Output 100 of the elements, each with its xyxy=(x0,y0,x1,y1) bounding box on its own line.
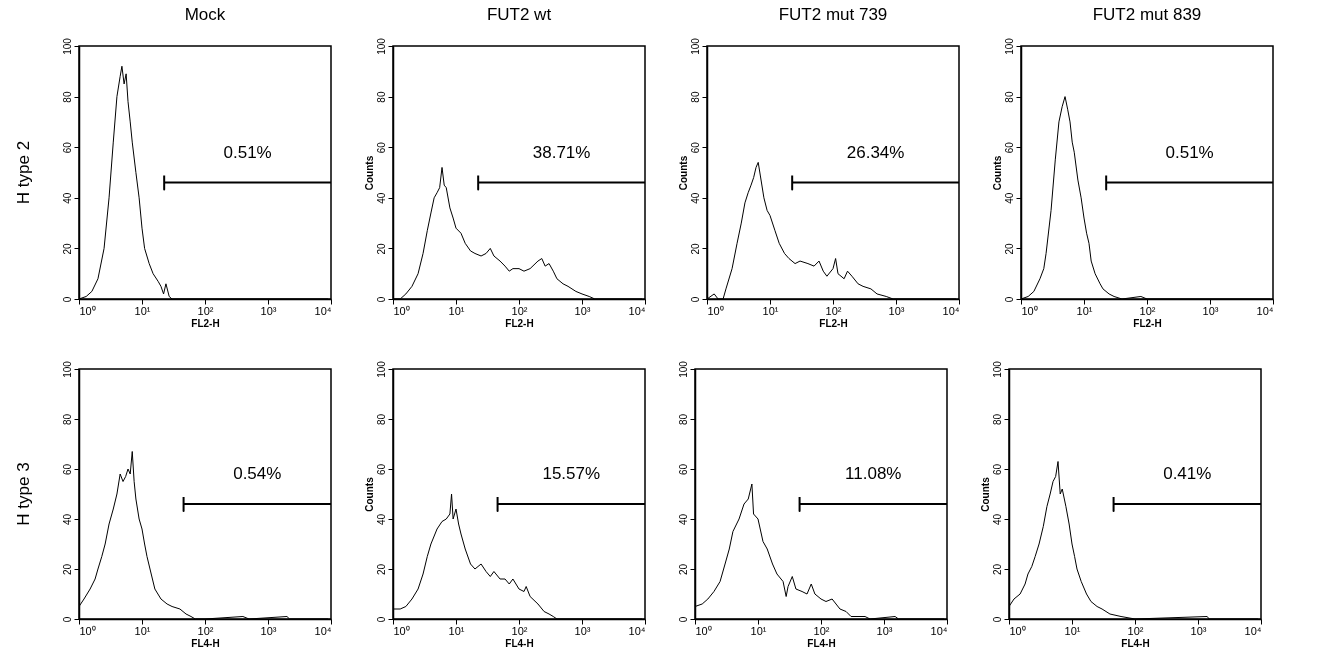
y-tick-label: 20 xyxy=(375,563,387,576)
y-tick-label: 40 xyxy=(61,513,73,526)
x-tick-label: 10¹ xyxy=(134,304,151,317)
x-tick-label: 10² xyxy=(511,624,528,637)
x-tick-label: 10² xyxy=(197,624,214,637)
y-tick-label: 20 xyxy=(1003,242,1015,255)
annotation: 0.41% xyxy=(1163,464,1212,483)
x-tick-label: 10¹ xyxy=(448,304,465,317)
x-tick-label: 10¹ xyxy=(762,304,779,317)
x-tick-label: 10⁴ xyxy=(942,304,960,317)
y-tick-label: 60 xyxy=(61,141,73,154)
x-tick-label: 10¹ xyxy=(750,624,767,637)
x-axis-title: FL4-H xyxy=(191,637,220,649)
annotation: 26.34% xyxy=(846,142,905,162)
y-tick-label: 100 xyxy=(61,360,73,378)
y-tick-label: 40 xyxy=(375,192,387,204)
x-tick-label: 10² xyxy=(1127,624,1144,637)
y-tick-label: 100 xyxy=(991,360,1003,378)
y-tick-label: 100 xyxy=(375,37,387,55)
x-tick-label: 10² xyxy=(197,304,214,317)
x-axis-title: FL2-H xyxy=(191,317,220,329)
y-tick-label: 40 xyxy=(375,513,387,526)
y-tick-label: 100 xyxy=(677,360,689,378)
y-tick-label: 100 xyxy=(61,37,73,55)
annotation: 0.54% xyxy=(233,464,282,483)
x-axis-title: FL4-H xyxy=(807,637,836,649)
y-axis-title: Counts xyxy=(991,155,1003,191)
x-tick-label: 10⁰ xyxy=(79,624,96,637)
y-tick-label: 20 xyxy=(689,242,701,255)
x-tick-label: 10⁰ xyxy=(707,304,724,317)
x-tick-label: 10³ xyxy=(1202,304,1219,317)
y-tick-label: 80 xyxy=(991,413,1003,426)
y-tick-label: 0 xyxy=(689,296,701,303)
y-tick-label: 60 xyxy=(1003,141,1015,154)
x-axis-title: FL2-H xyxy=(819,317,848,329)
x-tick-label: 10⁰ xyxy=(393,624,410,637)
y-tick-label: 60 xyxy=(991,463,1003,476)
text: H type 3 xyxy=(14,462,33,526)
y-tick-label: 100 xyxy=(689,37,701,55)
y-tick-label: 80 xyxy=(677,413,689,426)
x-axis-title: FL2-H xyxy=(505,317,534,329)
x-tick-label: 10⁴ xyxy=(930,624,948,637)
y-axis-title: Counts xyxy=(979,476,991,512)
y-tick-label: 0 xyxy=(375,616,387,623)
y-tick-label: 20 xyxy=(61,563,73,576)
x-tick-label: 10⁴ xyxy=(314,624,332,637)
x-tick-label: 10³ xyxy=(876,624,893,637)
x-tick-label: 10⁴ xyxy=(628,304,646,317)
x-tick-label: 10³ xyxy=(574,624,591,637)
y-tick-label: 40 xyxy=(61,192,73,204)
chart-title: FUT2 mut 839 xyxy=(1092,4,1202,24)
x-tick-label: 10³ xyxy=(888,304,905,317)
x-tick-label: 10⁰ xyxy=(1009,624,1026,637)
y-tick-label: 60 xyxy=(375,141,387,154)
y-tick-label: 60 xyxy=(61,463,73,476)
x-tick-label: 10² xyxy=(825,304,842,317)
x-axis-title: FL4-H xyxy=(505,637,534,649)
y-tick-label: 40 xyxy=(689,192,701,204)
x-axis-title: FL4-H xyxy=(1121,637,1150,649)
y-tick-label: 0 xyxy=(991,616,1003,623)
y-tick-label: 80 xyxy=(375,413,387,426)
x-tick-label: 10⁴ xyxy=(1256,304,1274,317)
x-tick-label: 10⁰ xyxy=(393,304,410,317)
x-tick-label: 10² xyxy=(1139,304,1156,317)
y-tick-label: 0 xyxy=(61,296,73,303)
x-tick-label: 10¹ xyxy=(448,624,465,637)
x-tick-label: 10³ xyxy=(260,624,277,637)
x-tick-label: 10³ xyxy=(260,304,277,317)
y-tick-label: 80 xyxy=(1003,91,1015,103)
chart-title: FUT2 mut 739 xyxy=(778,4,888,24)
y-tick-label: 100 xyxy=(375,360,387,378)
x-tick-label: 10³ xyxy=(574,304,591,317)
x-tick-label: 10¹ xyxy=(1064,624,1081,637)
y-axis-title: Counts xyxy=(363,155,375,191)
x-tick-label: 10⁴ xyxy=(628,624,646,637)
y-tick-label: 80 xyxy=(375,91,387,103)
y-tick-label: 20 xyxy=(61,242,73,255)
y-tick-label: 80 xyxy=(61,413,73,426)
annotation: 0.51% xyxy=(223,142,272,162)
annotation: 15.57% xyxy=(542,464,601,483)
y-tick-label: 20 xyxy=(991,563,1003,576)
x-axis-title: FL2-H xyxy=(1133,317,1162,329)
y-tick-label: 60 xyxy=(375,463,387,476)
x-tick-label: 10¹ xyxy=(134,624,151,637)
annotation: 11.08% xyxy=(845,464,902,483)
x-tick-label: 10³ xyxy=(1190,624,1207,637)
x-tick-label: 10² xyxy=(511,304,528,317)
y-tick-label: 40 xyxy=(677,513,689,526)
y-tick-label: 100 xyxy=(1003,37,1015,55)
annotation: 0.51% xyxy=(1165,142,1214,162)
x-tick-label: 10⁴ xyxy=(1244,624,1262,637)
chart-title: FUT2 wt xyxy=(486,4,552,24)
x-tick-label: 10⁴ xyxy=(314,304,332,317)
y-tick-label: 20 xyxy=(677,563,689,576)
y-axis-title: Counts xyxy=(363,476,375,512)
x-tick-label: 10¹ xyxy=(1076,304,1093,317)
y-tick-label: 0 xyxy=(61,616,73,623)
y-tick-label: 20 xyxy=(375,242,387,255)
y-tick-label: 80 xyxy=(689,91,701,103)
annotation: 38.71% xyxy=(532,142,591,162)
